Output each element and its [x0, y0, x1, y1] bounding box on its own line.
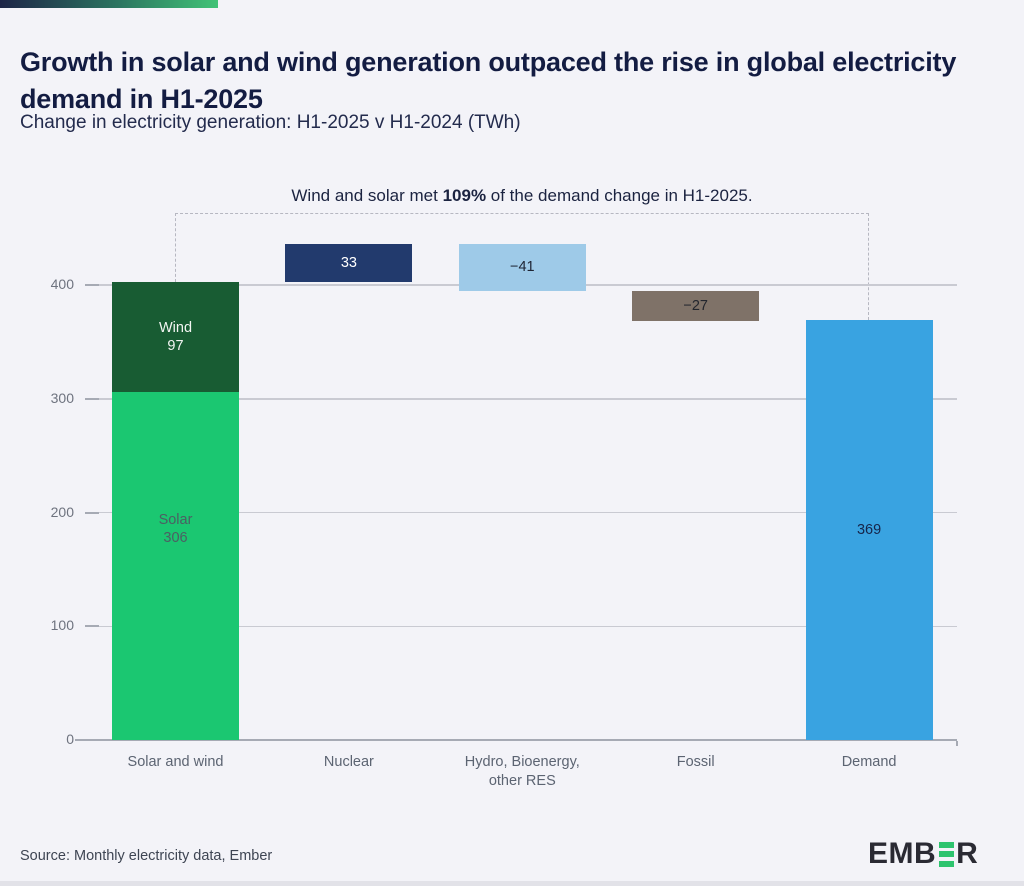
page-title: Growth in solar and wind generation outp…: [20, 47, 957, 115]
bar-solar: Solar 306: [112, 391, 239, 740]
bracket-horizontal-line: [175, 213, 869, 214]
y-axis-tick-label: 400: [50, 276, 74, 292]
ember-logo-text-left: EMB: [868, 837, 937, 870]
x-axis-end-tick: [956, 741, 958, 746]
x-axis-category-label: Solar and wind: [127, 754, 224, 770]
gridline-300: [85, 398, 957, 400]
bar-label-fossil: −27: [683, 298, 708, 315]
bracket-right-leg: [868, 213, 869, 320]
bar-label-wind: Wind 97: [158, 319, 193, 354]
y-tick-400: [85, 284, 99, 286]
bar-fossil: −27: [632, 290, 760, 322]
accent-gradient-bar: [0, 0, 218, 8]
bar-demand: 369: [805, 320, 933, 740]
y-tick-200: [85, 511, 99, 514]
annotation-highlight: 109%: [442, 186, 487, 205]
y-axis-tick-label: 100: [50, 617, 74, 634]
y-axis-tick-label: 200: [50, 503, 74, 520]
y-axis-tick-label: 300: [50, 389, 74, 406]
y-tick-100: [85, 625, 99, 628]
x-axis-line: [75, 739, 957, 741]
bar-label-demand: 369: [856, 522, 882, 539]
bar-hydro-bioenergy-other-res: −41: [458, 244, 586, 291]
bar-nuclear: 33: [285, 244, 413, 282]
bottom-edge-strip: [0, 881, 1024, 886]
x-axis-category-label: Demand: [841, 754, 897, 770]
chart-subtitle: Change in electricity generation: H1-202…: [20, 112, 521, 133]
annotation-suffix: of the demand change in H1-2025.: [486, 186, 753, 205]
gridline-200: [85, 511, 957, 514]
bar-label-hydro-bioenergy-other-res: −41: [509, 259, 535, 276]
bar-wind: Wind 97: [112, 281, 239, 392]
source-note: Source: Monthly electricity data, Ember: [20, 848, 273, 864]
ember-logo-text-right: R: [956, 837, 979, 870]
bar-label-nuclear: 33: [340, 254, 357, 271]
ember-logo: EMB R: [868, 836, 978, 872]
bar-label-solar: Solar 306: [158, 511, 193, 546]
bracket-left-leg: [175, 213, 176, 282]
y-tick-300: [85, 397, 99, 400]
chart-annotation: Wind and solar met 109% of the demand ch…: [182, 186, 862, 206]
x-axis-category-label: Fossil: [676, 754, 715, 770]
y-axis-tick-label: 0: [66, 731, 74, 747]
x-axis-category-label: Nuclear: [323, 754, 374, 770]
gridline-100: [85, 625, 957, 627]
x-axis-category-label: Hydro, Bioenergy, other RES: [464, 754, 580, 789]
annotation-prefix: Wind and solar met: [291, 186, 443, 205]
ember-logo-bars-e-icon: [938, 841, 954, 867]
